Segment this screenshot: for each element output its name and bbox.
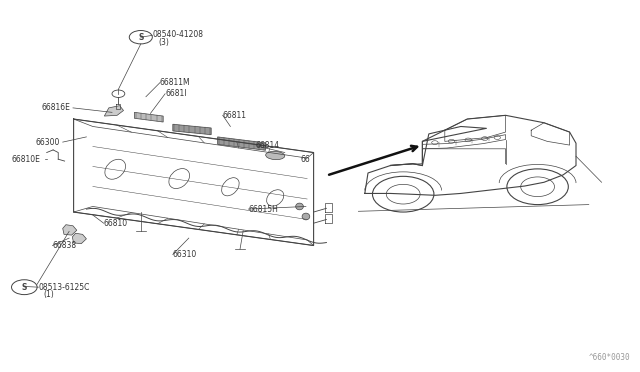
Text: S: S [138,33,143,42]
Polygon shape [72,233,86,244]
Text: 66814: 66814 [256,141,280,150]
Text: 08513-6125C: 08513-6125C [38,283,90,292]
Text: 66: 66 [301,155,310,164]
Ellipse shape [296,203,303,210]
Text: 66815H: 66815H [248,205,278,214]
Text: (3): (3) [159,38,170,46]
Polygon shape [173,124,211,135]
Text: 66838: 66838 [52,241,77,250]
Text: 66300: 66300 [35,138,60,147]
Text: 66310: 66310 [173,250,197,259]
Ellipse shape [266,151,285,160]
Text: (1): (1) [44,290,54,299]
Text: 66816E: 66816E [42,103,70,112]
Text: ^660*0030: ^660*0030 [589,353,630,362]
Text: 6681I: 6681I [165,89,187,98]
Text: 08540-41208: 08540-41208 [152,31,204,39]
Text: 66810E: 66810E [12,155,40,164]
Polygon shape [104,106,124,116]
Text: 66811M: 66811M [160,78,191,87]
Ellipse shape [302,213,310,220]
Polygon shape [63,225,77,235]
Polygon shape [218,137,266,150]
Text: 66811: 66811 [223,111,246,120]
Text: S: S [22,283,27,292]
Polygon shape [134,112,163,122]
Text: 66810: 66810 [104,219,128,228]
